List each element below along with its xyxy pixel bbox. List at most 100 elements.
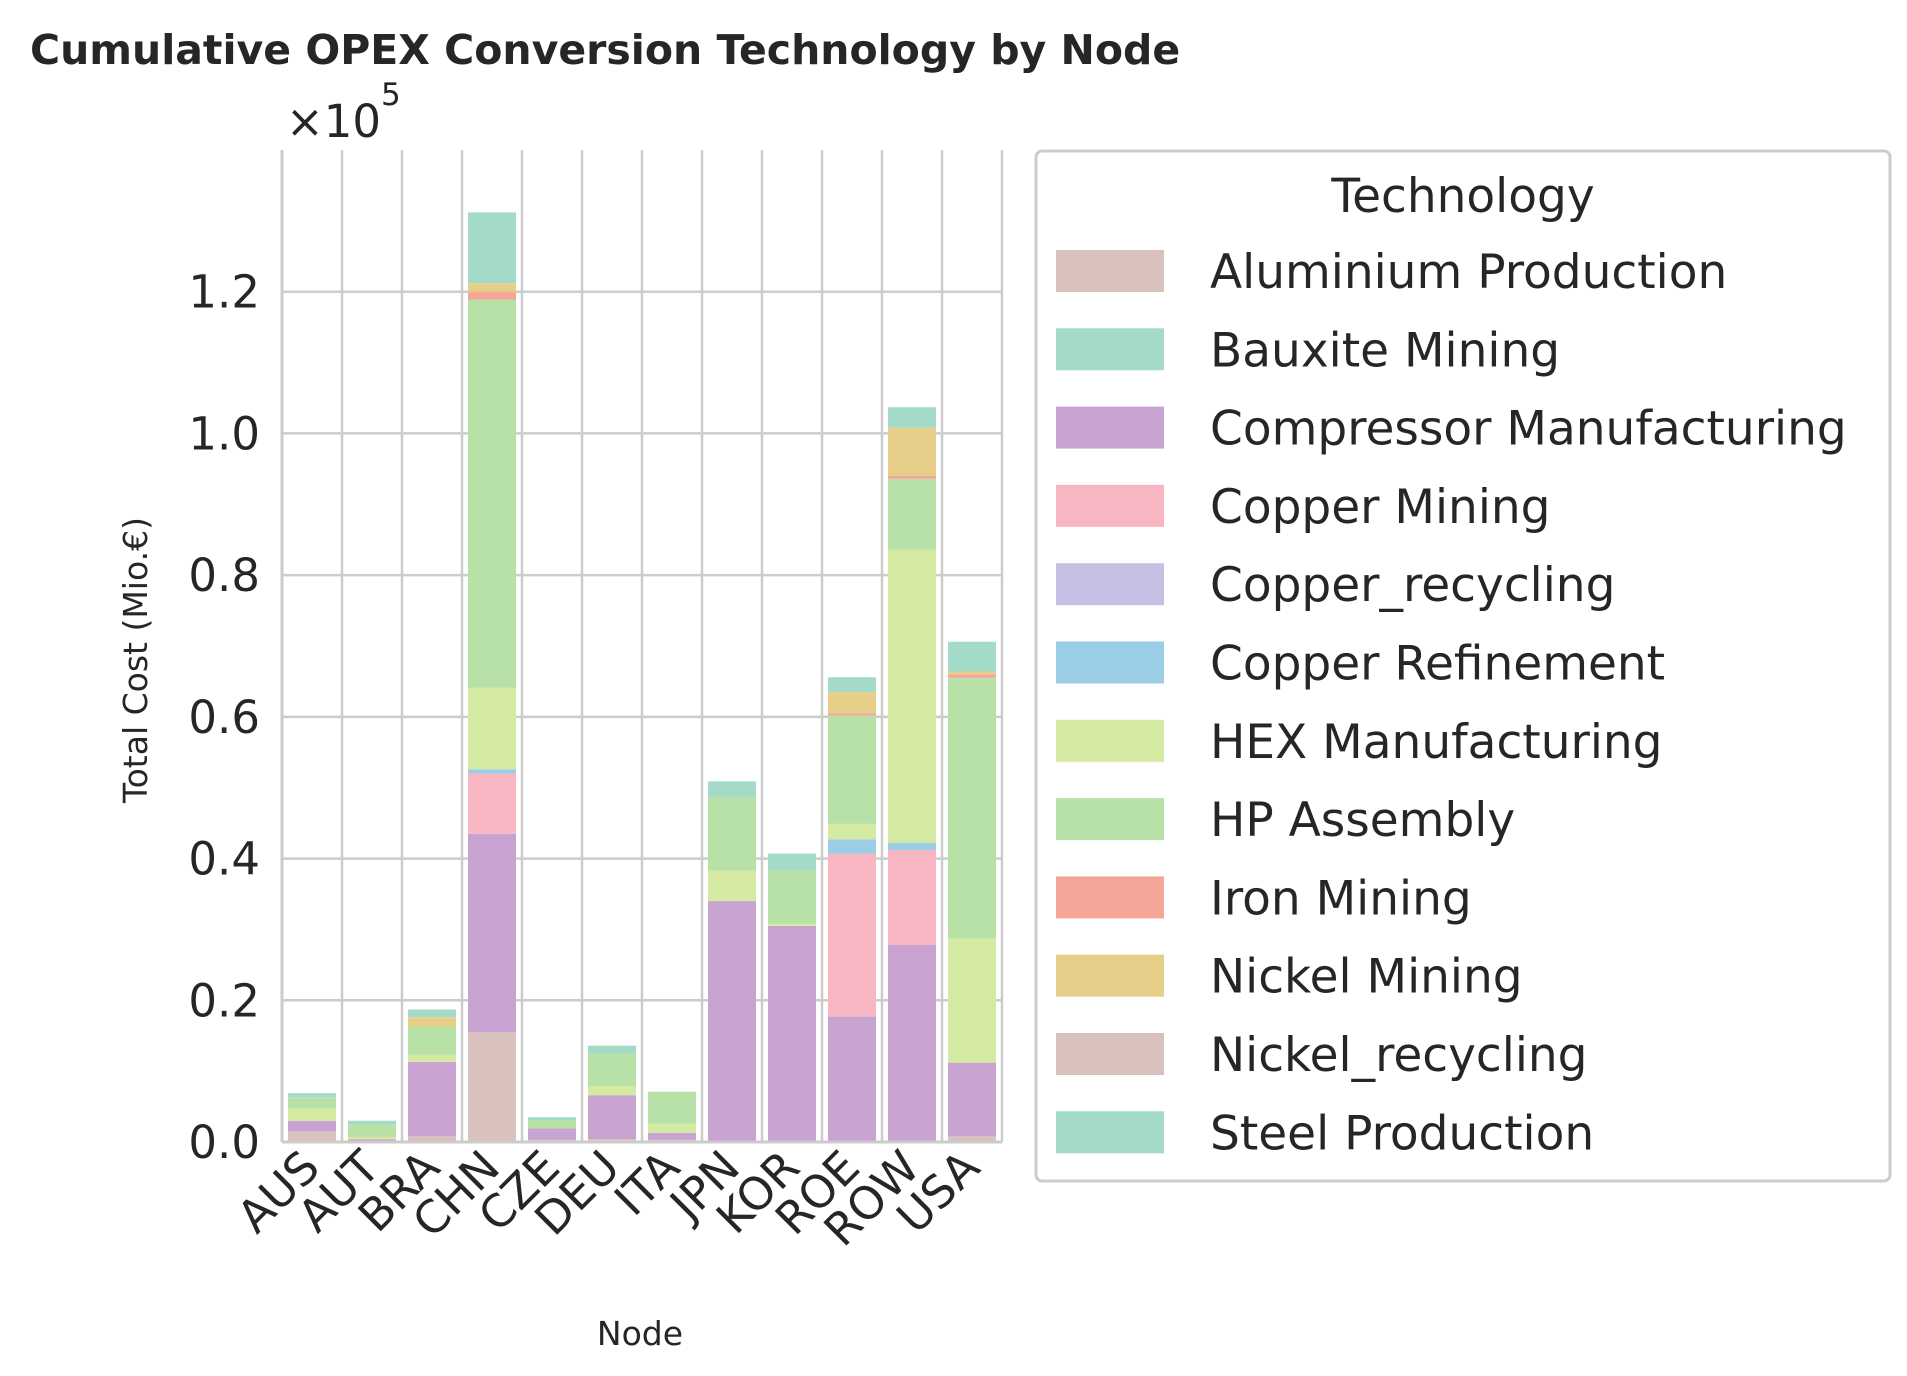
bar-segment — [408, 1026, 456, 1055]
legend-label: Copper_recycling — [1210, 558, 1615, 613]
bar-segment — [948, 674, 996, 678]
legend-swatch — [1056, 406, 1164, 449]
bar-segment — [348, 1137, 396, 1140]
bar-segment — [588, 1045, 636, 1054]
legend-label: Aluminium Production — [1210, 245, 1727, 300]
bar-segment — [948, 938, 996, 1063]
bar-segment — [468, 212, 516, 284]
legend-label: Copper Refinement — [1210, 637, 1665, 692]
bar-segment — [768, 870, 816, 924]
bar-segment — [588, 1095, 636, 1140]
y-tick-label: 0.8 — [188, 549, 260, 602]
bar-segment — [288, 1120, 336, 1132]
bar-segment — [528, 1117, 576, 1121]
y-tick-label: 1.0 — [188, 407, 260, 460]
legend-label: HP Assembly — [1210, 793, 1515, 848]
legend-swatch — [1056, 876, 1164, 919]
legend-swatch — [1056, 484, 1164, 527]
bar-segment — [528, 1128, 576, 1140]
bar-segment — [828, 692, 876, 714]
legend-swatch — [1056, 641, 1164, 684]
bar-segment — [708, 901, 756, 1142]
bar-segment — [888, 475, 936, 479]
bar-segment — [468, 833, 516, 1033]
y-axis-label: Total Cost (Mio.€) — [116, 517, 155, 804]
y-tick-label: 0.6 — [188, 691, 260, 744]
bar-segment — [468, 687, 516, 770]
bar-segment — [768, 853, 816, 871]
y-ticks: 0.0 0.2 0.4 0.6 0.8 1.0 1.2 — [188, 266, 260, 1169]
bar-segment — [588, 1053, 636, 1087]
legend-label: Bauxite Mining — [1210, 323, 1560, 378]
bar-segment — [948, 1062, 996, 1137]
legend-label: Compressor Manufacturing — [1210, 402, 1847, 457]
bar-segment — [828, 1016, 876, 1142]
y-scale-exponent: 5 — [381, 77, 401, 113]
bar-segment — [348, 1139, 396, 1141]
bar-segment — [408, 1061, 456, 1137]
bar-segment — [288, 1108, 336, 1121]
legend-swatch — [1056, 563, 1164, 606]
axes — [280, 150, 1002, 1144]
bar-segment — [648, 1091, 696, 1124]
bar-segment — [348, 1124, 396, 1138]
y-tick-label: 0.2 — [188, 974, 260, 1027]
legend-swatch — [1056, 719, 1164, 762]
legend-label: Nickel_recycling — [1210, 1028, 1588, 1083]
legend-swatch — [1056, 250, 1164, 292]
legend-swatch — [1056, 328, 1164, 371]
bar-segment — [708, 781, 756, 797]
bar-segment — [468, 283, 516, 292]
grid — [280, 150, 1004, 1144]
bar-segment — [588, 1086, 636, 1096]
y-tick-label: 0.0 — [188, 1116, 260, 1169]
bar-segment — [408, 1017, 456, 1027]
y-scale-factor: ×105 — [286, 77, 401, 148]
legend-frame — [1034, 149, 1892, 1183]
bar-segment — [828, 839, 876, 854]
legend-swatch — [1056, 954, 1164, 997]
bar-segment — [948, 641, 996, 672]
bar-segment — [648, 1123, 696, 1133]
bar-segment — [948, 677, 996, 939]
bar-segment — [288, 1097, 336, 1109]
y-tick-label: 0.4 — [188, 833, 260, 886]
legend-title: Technology — [1330, 169, 1594, 224]
bar-segment — [708, 870, 756, 902]
bar-segment — [768, 923, 816, 926]
y-scale-base: ×10 — [286, 95, 381, 148]
bar-segment — [288, 1093, 336, 1098]
bar-segment — [468, 1032, 516, 1142]
bar-segment — [888, 549, 936, 843]
bar-segment — [528, 1120, 576, 1129]
bar-segment — [468, 291, 516, 300]
bars — [288, 212, 996, 1142]
bar-segment — [408, 1136, 456, 1142]
legend-swatch — [1056, 798, 1164, 841]
bar-segment — [408, 1054, 456, 1062]
bar-segment — [828, 677, 876, 693]
bar-segment — [288, 1131, 336, 1142]
bar-segment — [828, 715, 876, 824]
bar-segment — [768, 925, 816, 1142]
bar-segment — [468, 773, 516, 834]
legend-swatch — [1056, 1033, 1164, 1075]
legend-label: Iron Mining — [1210, 871, 1472, 926]
bar-segment — [948, 671, 996, 675]
bar-segment — [468, 769, 516, 774]
bar-segment — [408, 1009, 456, 1018]
x-axis-label: Node — [597, 1314, 683, 1353]
y-tick-label: 1.2 — [188, 266, 260, 319]
legend-items: Aluminium Production Bauxite Mining Compre… — [1056, 245, 1847, 1161]
legend-label: HEX Manufacturing — [1210, 715, 1663, 770]
bar-segment — [888, 842, 936, 851]
bar-segment — [348, 1120, 396, 1125]
bar-segment — [828, 823, 876, 840]
bar-segment — [888, 945, 936, 1142]
bar-segment — [708, 796, 756, 871]
bar-segment — [468, 299, 516, 688]
bar-segment — [888, 407, 936, 428]
legend-label: Steel Production — [1210, 1106, 1594, 1161]
